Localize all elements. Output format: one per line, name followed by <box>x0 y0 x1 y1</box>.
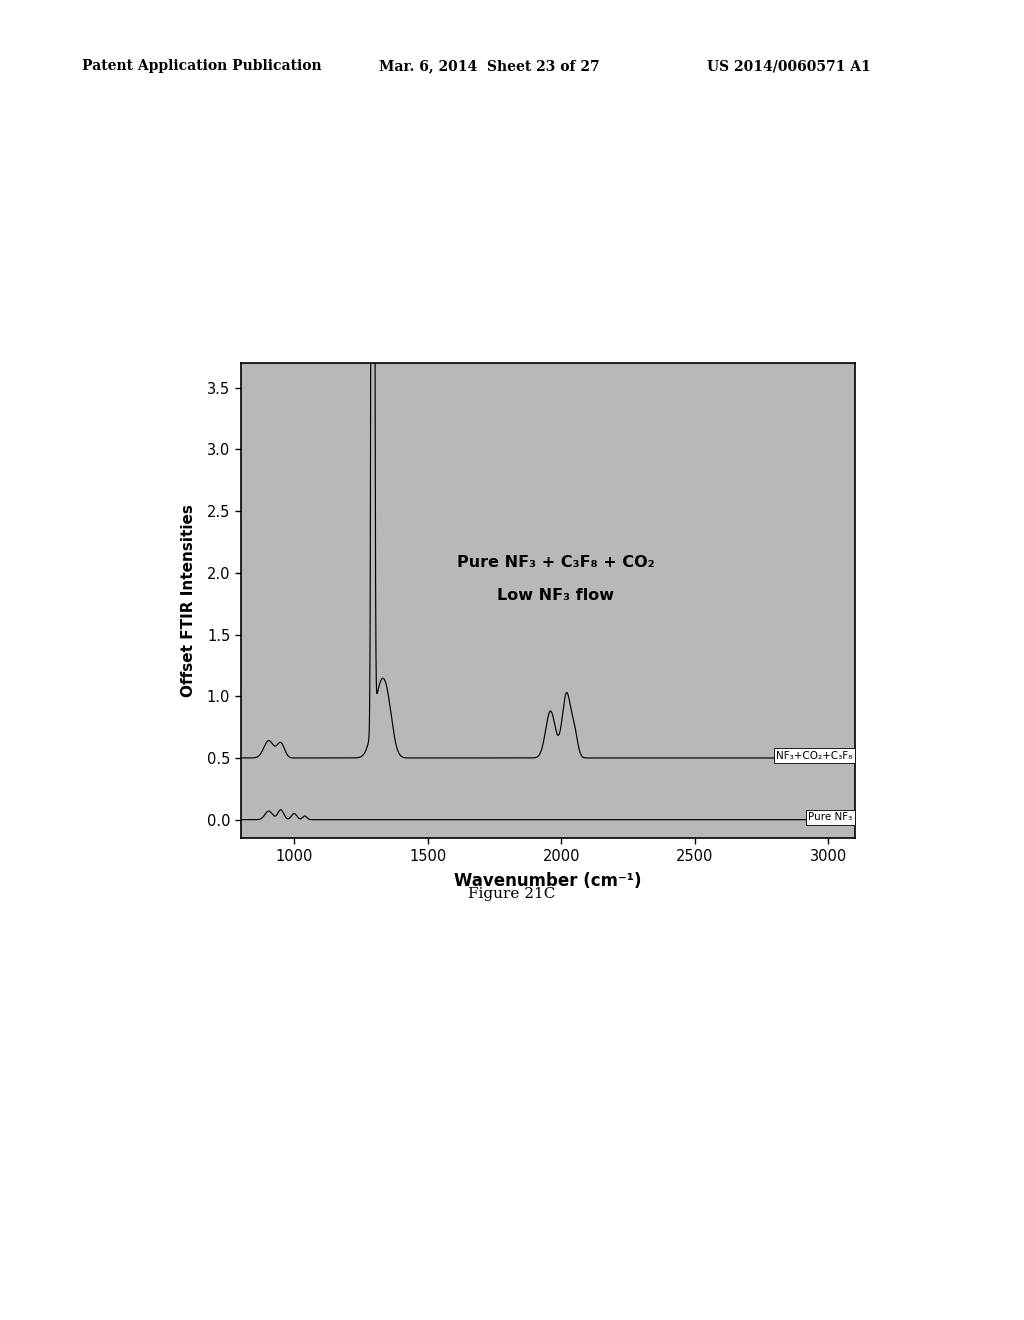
Text: Mar. 6, 2014  Sheet 23 of 27: Mar. 6, 2014 Sheet 23 of 27 <box>379 59 599 74</box>
Text: Pure NF₃: Pure NF₃ <box>808 812 852 822</box>
Text: Patent Application Publication: Patent Application Publication <box>82 59 322 74</box>
Text: Figure 21C: Figure 21C <box>468 887 556 902</box>
Text: NF₃+CO₂+C₃F₈: NF₃+CO₂+C₃F₈ <box>776 751 852 760</box>
Text: Low NF₃ flow: Low NF₃ flow <box>498 587 614 602</box>
X-axis label: Wavenumber (cm⁻¹): Wavenumber (cm⁻¹) <box>454 873 642 890</box>
Text: Pure NF₃ + C₃F₈ + CO₂: Pure NF₃ + C₃F₈ + CO₂ <box>457 556 654 570</box>
Text: US 2014/0060571 A1: US 2014/0060571 A1 <box>707 59 870 74</box>
Y-axis label: Offset FTIR Intensities: Offset FTIR Intensities <box>180 504 196 697</box>
